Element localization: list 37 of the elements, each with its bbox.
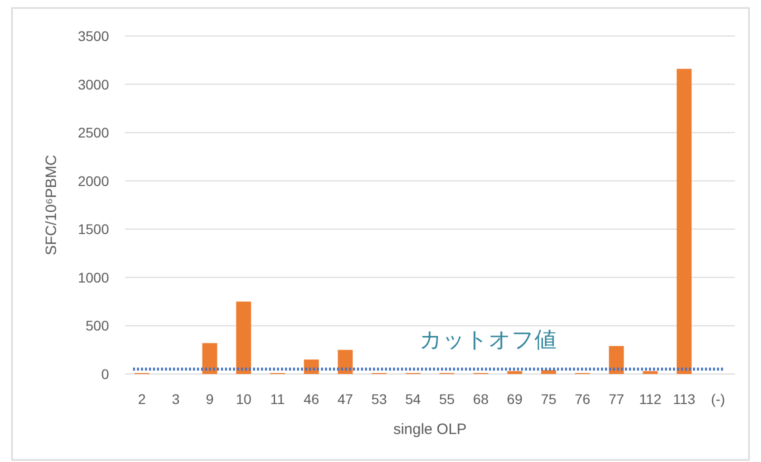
x-tick-label: 2 bbox=[138, 391, 146, 407]
bar bbox=[676, 68, 692, 374]
x-tick-label: 68 bbox=[473, 391, 489, 407]
y-tick-label: 1000 bbox=[78, 269, 110, 286]
bar bbox=[507, 371, 522, 374]
y-tick-label: 3500 bbox=[78, 28, 110, 44]
x-tick-label: 55 bbox=[439, 391, 455, 407]
bar bbox=[236, 302, 252, 374]
x-tick-label: 47 bbox=[337, 391, 354, 407]
x-tick-label: 10 bbox=[236, 391, 252, 407]
y-tick-label: 2000 bbox=[78, 172, 110, 189]
x-tick-label: 77 bbox=[608, 391, 624, 407]
bar bbox=[642, 371, 658, 374]
y-tick-label: 0 bbox=[101, 366, 110, 382]
y-axis-title: SFC/10⁶PBMC bbox=[43, 154, 60, 256]
x-tick-label: 76 bbox=[574, 391, 590, 407]
x-tick-label: 69 bbox=[506, 391, 523, 407]
y-tick-label: 500 bbox=[86, 318, 110, 334]
x-tick-label: 9 bbox=[206, 391, 214, 407]
x-tick-label: 11 bbox=[270, 391, 285, 407]
x-tick-label: 46 bbox=[304, 391, 320, 407]
x-tick-label: 54 bbox=[405, 391, 422, 407]
x-tick-label: 3 bbox=[172, 391, 180, 407]
y-tick-label: 2500 bbox=[78, 124, 110, 141]
bar bbox=[541, 370, 556, 374]
x-tick-label: 112 bbox=[639, 391, 662, 407]
y-tick-label: 1500 bbox=[78, 221, 110, 238]
bar bbox=[338, 350, 353, 374]
x-axis-title: single OLP bbox=[393, 421, 467, 438]
x-tick-label: 75 bbox=[540, 391, 557, 407]
bar bbox=[608, 346, 624, 374]
bar bbox=[202, 343, 218, 374]
y-tick-label: 3000 bbox=[78, 76, 110, 92]
x-tick-label: 113 bbox=[673, 391, 696, 407]
x-tick-label: (-) bbox=[711, 391, 726, 407]
x-tick-label: 53 bbox=[371, 391, 388, 407]
ref-line-label: カットオフ値 bbox=[419, 327, 556, 352]
